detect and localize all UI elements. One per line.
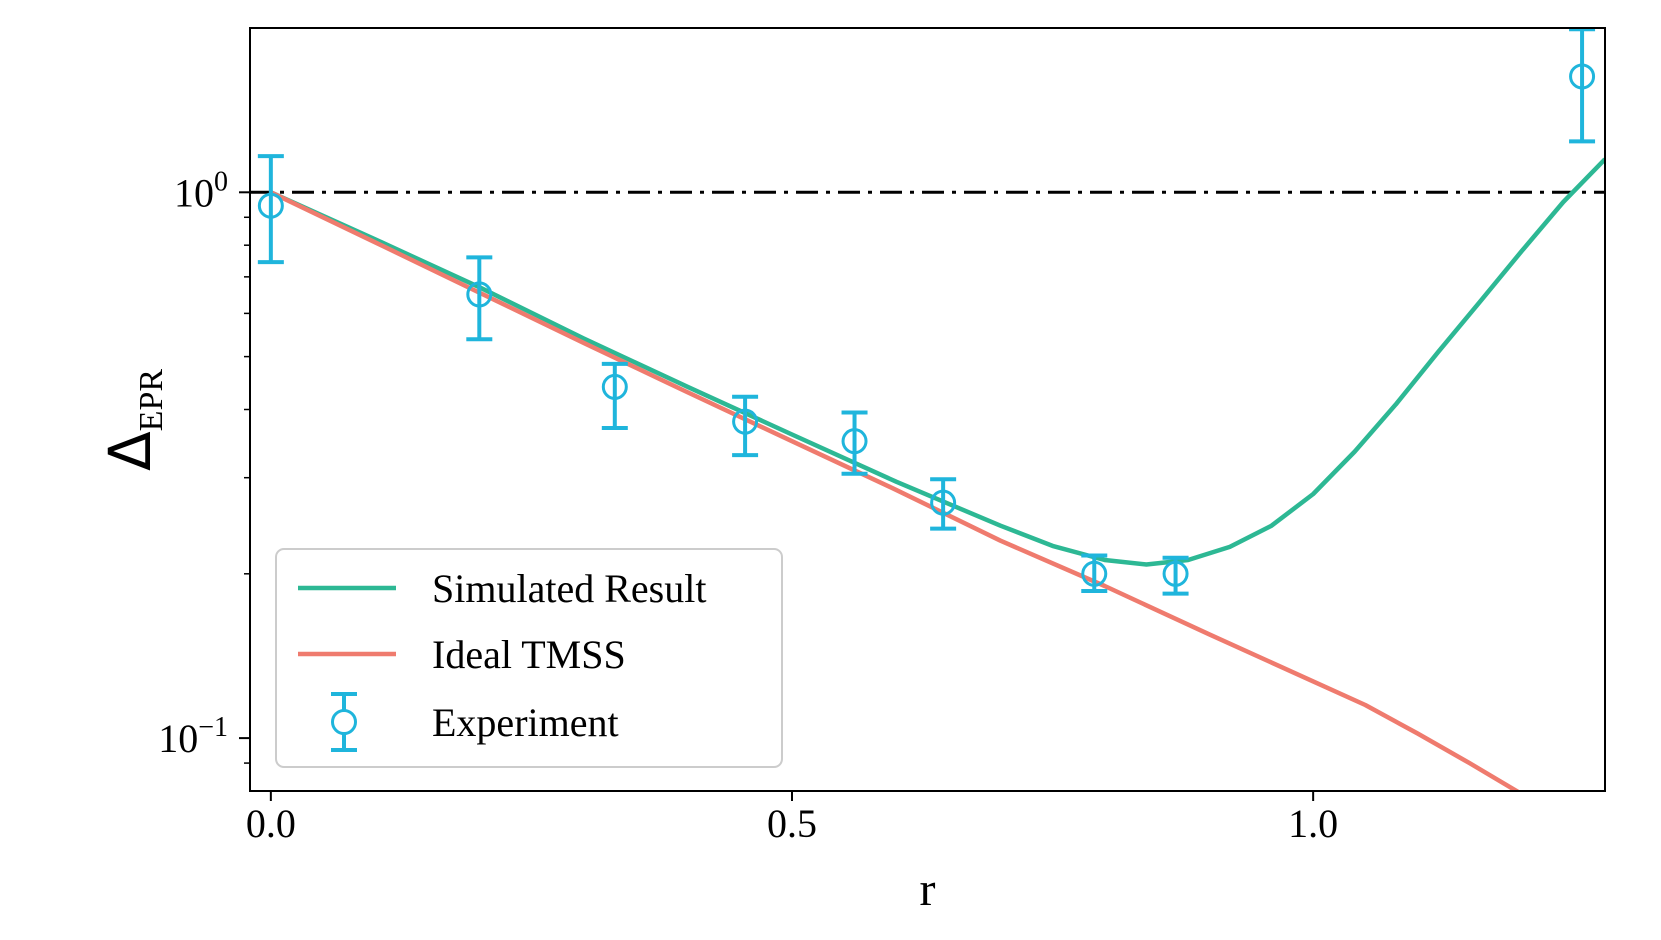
legend-item-simulated-result: Simulated Result	[298, 566, 706, 611]
marker	[930, 489, 957, 516]
marker	[1162, 560, 1189, 587]
marker	[841, 428, 868, 455]
legend-box	[275, 548, 783, 768]
data-point-experiment	[841, 410, 868, 476]
legend-item-experiment: Experiment	[331, 692, 619, 752]
legend-swatch-marker	[331, 709, 357, 735]
legend-label: Experiment	[432, 700, 619, 745]
y-axis-title: ΔEPR	[96, 369, 170, 471]
data-point-experiment	[1162, 555, 1189, 596]
marker	[466, 281, 493, 308]
y-tick-label: 100	[174, 166, 228, 215]
data-point-experiment	[257, 154, 284, 265]
data-point-experiment	[601, 361, 628, 430]
marker	[1569, 63, 1596, 90]
x-tick-label: 0.0	[246, 801, 296, 846]
x-axis-title: r	[920, 863, 936, 916]
legend-label: Simulated Result	[432, 566, 706, 611]
legend-item-ideal-tmss: Ideal TMSS	[298, 632, 626, 677]
marker	[601, 373, 628, 400]
x-tick-label: 1.0	[1288, 801, 1338, 846]
data-point-experiment	[466, 255, 493, 342]
series-line-ideal-tmss	[269, 190, 1521, 791]
data-point-experiment	[930, 477, 957, 531]
y-tick-label: 10−1	[158, 712, 228, 761]
marker	[732, 408, 759, 435]
marker	[1081, 560, 1108, 587]
series-line-simulated-result	[269, 157, 1605, 567]
legend-label: Ideal TMSS	[432, 632, 626, 677]
marker	[257, 192, 284, 219]
data-point-experiment	[1569, 28, 1596, 144]
x-tick-label: 0.5	[767, 801, 817, 846]
data-point-experiment	[1081, 553, 1108, 594]
data-point-experiment	[732, 394, 759, 458]
